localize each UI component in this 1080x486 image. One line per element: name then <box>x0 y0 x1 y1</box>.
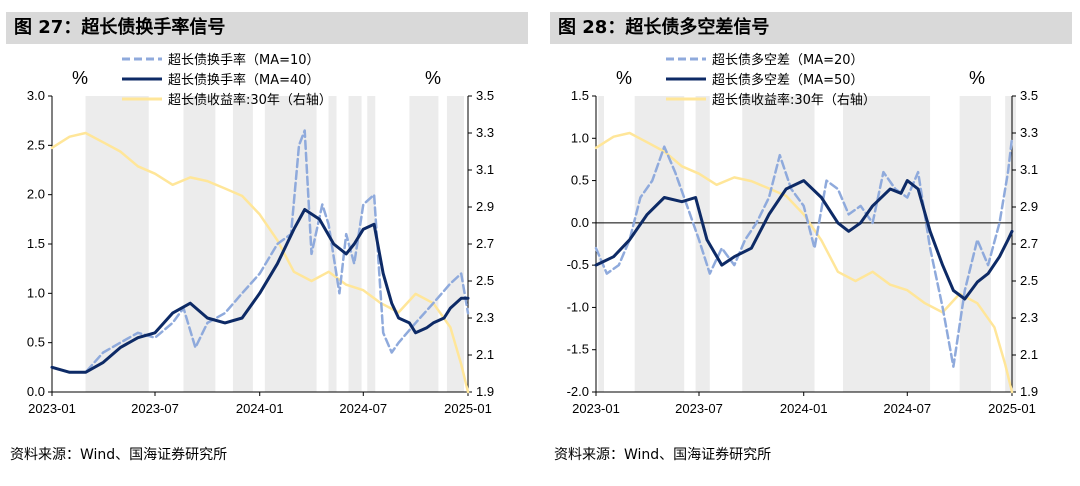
shaded-period <box>446 96 465 392</box>
y2-tick-label: 3.1 <box>1020 162 1038 177</box>
y-tick-label: 1.0 <box>27 285 45 300</box>
legend-label: 超长债收益率:30年（右轴） <box>168 92 332 108</box>
y2-tick-label: 2.3 <box>476 310 494 325</box>
chart-title: 图 27：超长债换手率信号 <box>14 17 226 38</box>
y2-tick-label: 2.1 <box>476 347 494 362</box>
y-tick-label: 1.5 <box>27 236 45 251</box>
y-axis-unit: % <box>616 68 632 88</box>
shaded-period <box>598 96 604 392</box>
y2-tick-label: 2.9 <box>1020 199 1038 214</box>
y-tick-label: 0.5 <box>27 335 45 350</box>
shaded-period <box>695 96 710 392</box>
chart-panel-turnover: 图 27：超长债换手率信号 3.0 2.5 2.0 1.5 1.0 0.5 0.0 3.5 3.… <box>0 0 536 486</box>
y2-tick-label: 2.9 <box>476 199 494 214</box>
shaded-period <box>634 96 685 392</box>
y-tick-label: 1.0 <box>571 130 589 145</box>
y-tick-label: -0.5 <box>567 257 589 272</box>
y-tick-label: 1.5 <box>571 88 589 103</box>
legend-label: 超长债多空差（MA=50） <box>712 72 864 88</box>
y-tick-label: -1.5 <box>567 342 589 357</box>
y2-tick-label: 3.5 <box>476 88 494 103</box>
y-tick-label: -2.0 <box>567 384 589 399</box>
legend-label: 超长债换手率（MA=40） <box>168 72 320 88</box>
x-tick-label: 2024-07 <box>339 401 387 416</box>
shaded-period <box>409 96 439 392</box>
y2-tick-label: 2.5 <box>476 273 494 288</box>
y-tick-label: 0.0 <box>571 215 589 230</box>
y2-tick-label: 2.1 <box>1020 347 1038 362</box>
shaded-period <box>85 96 149 392</box>
y-tick-label: 3.0 <box>27 88 45 103</box>
legend-label: 超长债收益率:30年（右轴） <box>712 92 876 108</box>
shaded-period <box>232 96 253 392</box>
x-tick-label: 2024-01 <box>236 401 284 416</box>
y-tick-label: 2.0 <box>27 187 45 202</box>
x-tick-label: 2024-07 <box>883 401 931 416</box>
chart-title-bar: 图 27：超长债换手率信号 <box>6 12 528 44</box>
shaded-period <box>1005 96 1016 392</box>
x-tick-label: 2023-07 <box>675 401 723 416</box>
series-line <box>50 131 470 394</box>
y2-tick-label: 3.3 <box>476 125 494 140</box>
legend-label: 超长债多空差（MA=20） <box>712 52 864 68</box>
series-line <box>50 208 470 374</box>
y2-tick-label: 2.3 <box>1020 310 1038 325</box>
chart-title-bar: 图 28：超长债多空差信号 <box>550 12 1072 44</box>
x-tick-label: 2023-07 <box>131 401 179 416</box>
shaded-period <box>264 96 317 392</box>
chart-panel-longshort: 图 28：超长债多空差信号 1.5 1.0 0.5 0.0 -0.5 -1.0 -1.5 -2… <box>544 0 1080 486</box>
chart-svg: 1.5 1.0 0.5 0.0 -0.5 -1.0 -1.5 -2.0 3.5 3.3 3.1 2.9… <box>567 52 1038 416</box>
series-line <box>594 179 1014 301</box>
chart-svg: 3.0 2.5 2.0 1.5 1.0 0.5 0.0 3.5 3.3 3.1 2.9 2.7 2.5 2… <box>27 52 494 416</box>
y2-tick-label: 1.9 <box>1020 384 1038 399</box>
shaded-period <box>842 96 931 392</box>
y2-tick-label: 3.3 <box>1020 125 1038 140</box>
y2-tick-label: 2.5 <box>1020 273 1038 288</box>
series-line <box>594 137 1014 368</box>
chart-source: 资料来源：Wind、国海证券研究所 <box>10 447 228 463</box>
y2-tick-label: 2.7 <box>1020 236 1038 251</box>
y-tick-label: -1.0 <box>567 299 589 314</box>
x-tick-label: 2023-01 <box>28 401 76 416</box>
shaded-period <box>367 96 376 392</box>
chart-source: 资料来源：Wind、国海证券研究所 <box>554 447 772 463</box>
y2-tick-label: 3.5 <box>1020 88 1038 103</box>
x-tick-label: 2025-01 <box>988 401 1036 416</box>
chart-title: 图 28：超长债多空差信号 <box>558 17 770 38</box>
y2-tick-label: 2.7 <box>476 236 494 251</box>
x-tick-label: 2024-01 <box>780 401 828 416</box>
y2-axis-unit: % <box>425 68 441 88</box>
y2-tick-label: 3.1 <box>476 162 494 177</box>
y-tick-label: 0.5 <box>571 173 589 188</box>
shaded-periods <box>598 96 1016 392</box>
x-tick-label: 2025-01 <box>444 401 492 416</box>
shaded-period <box>183 96 216 392</box>
y-axis-unit: % <box>72 68 88 88</box>
shaded-periods <box>85 96 465 392</box>
y2-axis-unit: % <box>969 68 985 88</box>
legend-label: 超长债换手率（MA=10） <box>168 52 320 68</box>
x-tick-label: 2023-01 <box>572 401 620 416</box>
series-line <box>594 131 1014 394</box>
y2-tick-label: 1.9 <box>476 384 494 399</box>
y-tick-label: 2.5 <box>27 137 45 152</box>
y-tick-label: 0.0 <box>27 384 45 399</box>
